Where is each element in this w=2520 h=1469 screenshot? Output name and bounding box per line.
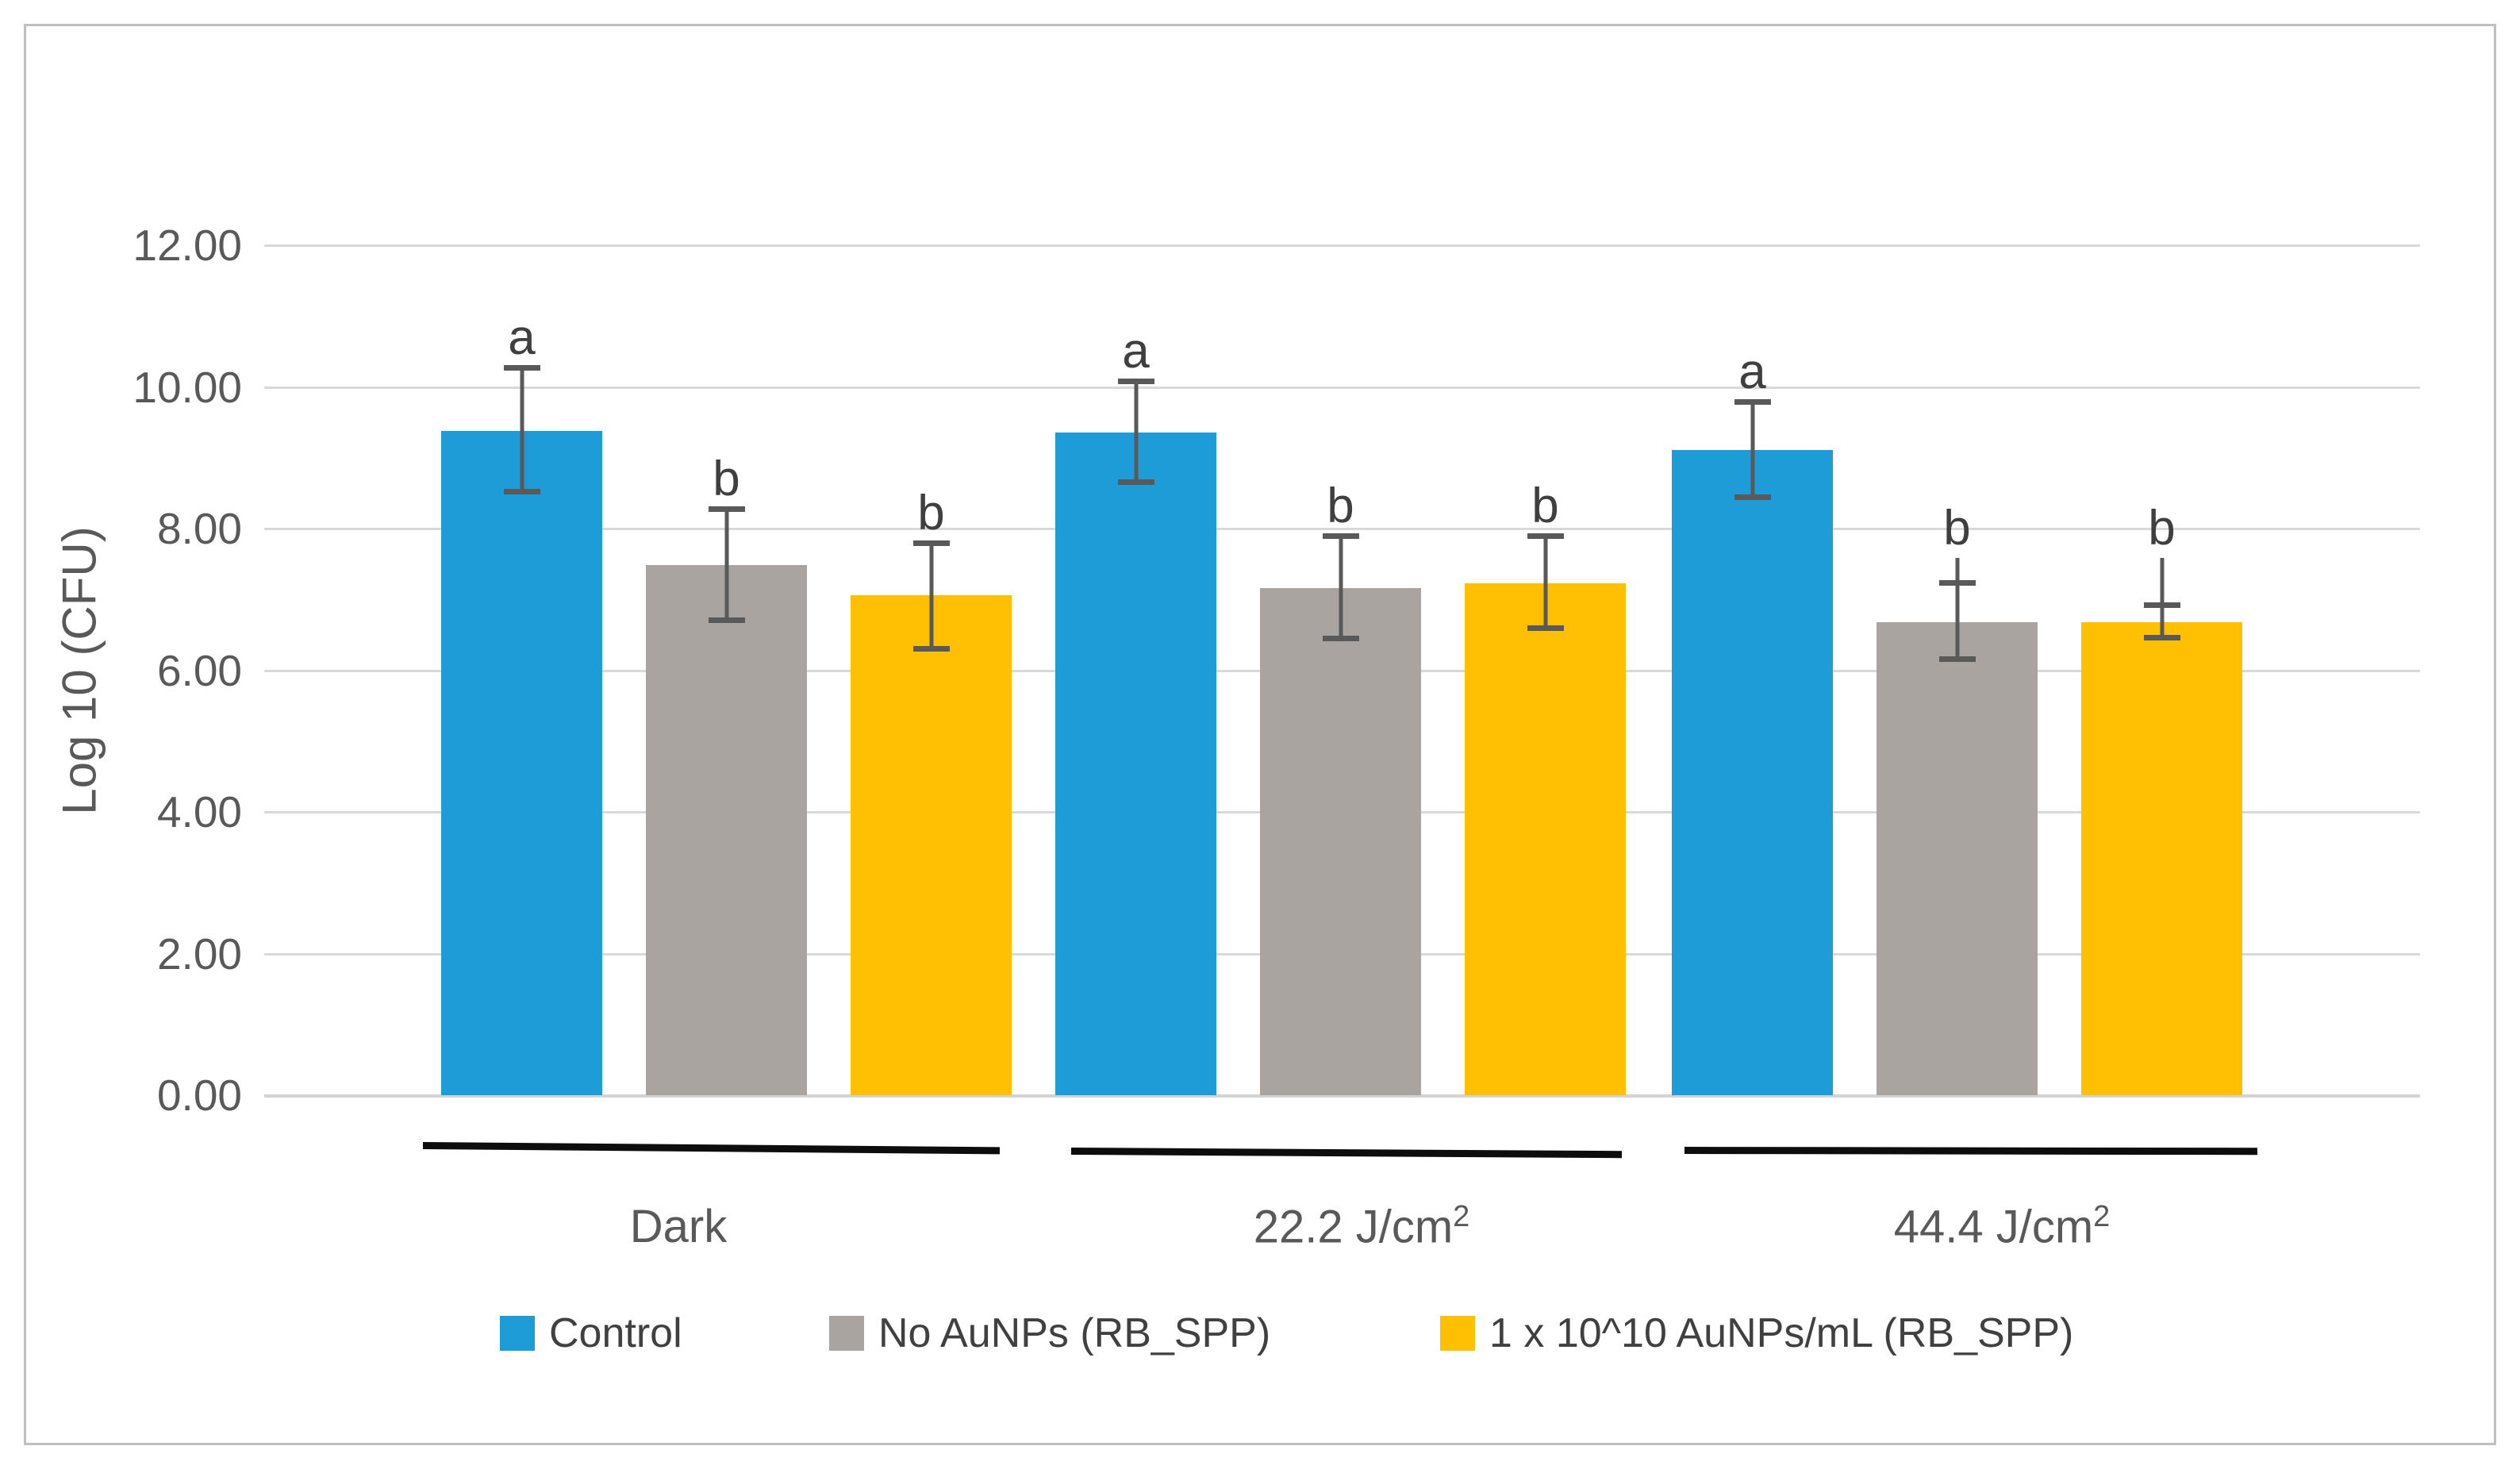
legend-item: Control [500,1309,682,1357]
error-bar-line [2160,557,2164,637]
error-bar-top-cap [912,540,950,546]
error-bar-line [1955,557,1959,660]
error-bar-line [929,542,933,648]
x-category-label: Dark [629,1201,728,1252]
error-bar-bottom-cap [1938,656,1976,663]
x-category-label: 22.2 J/cm2 [1253,1200,1470,1253]
bar-1-x-10-10-aunps-ml-rb-spp-group1 [851,594,1012,1095]
error-bar-bottom-cap [1527,625,1564,631]
legend-item: 1 x 10^10 AuNPs/mL (RB_SPP) [1440,1309,2073,1357]
bar-control-group3 [1672,449,1833,1095]
bar-control-group2 [1055,432,1216,1095]
error-bar-line [1543,535,1547,628]
y-tick-label: 6.00 [156,645,242,695]
bar-no-aunps-rb-spp-group3 [1877,621,2038,1095]
error-bar-top-cap [708,506,745,512]
error-bar-top-cap [503,365,540,371]
error-bar-bottom-cap [708,617,745,624]
significance-letter: b [1943,500,1971,556]
y-tick-label: 10.00 [133,362,242,412]
legend-swatch-icon [829,1316,864,1351]
legend-label: Control [549,1310,682,1356]
y-tick-label: 12.00 [133,221,242,270]
gridline [264,244,2420,247]
error-bar-top-cap [1734,399,1771,406]
error-bar-line [1750,402,1754,497]
y-tick-label: 8.00 [156,504,242,553]
significance-letter: a [1738,344,1766,400]
gridline [264,528,2420,530]
y-tick-label: 0.00 [156,1071,242,1120]
bar-control-group1 [441,430,602,1095]
legend-label: 1 x 10^10 AuNPs/mL (RB_SPP) [1489,1310,2074,1356]
superscript: 2 [1453,1200,1470,1233]
legend-swatch-icon [500,1316,535,1351]
legend-swatch-icon [1440,1316,1475,1351]
y-tick-label: 4.00 [156,787,242,836]
error-bar-line [520,367,524,491]
error-bar-bottom-cap [912,645,950,652]
gridline [264,386,2420,389]
error-bar-line [1134,381,1138,483]
significance-letter: a [1122,324,1150,379]
error-bar-top-cap [1938,579,1976,586]
error-bar-top-cap [1322,533,1359,539]
error-bar-bottom-cap [503,488,540,494]
y-tick-label: 2.00 [156,929,242,979]
significance-letter: a [508,310,536,366]
legend-label: No AuNPs (RB_SPP) [878,1310,1271,1356]
significance-letter: b [713,452,740,506]
bar-1-x-10-10-aunps-ml-rb-spp-group3 [2081,621,2242,1095]
significance-letter: b [917,485,945,540]
legend-item: No AuNPs (RB_SPP) [829,1309,1270,1357]
error-bar-bottom-cap [1322,636,1359,642]
error-bar-bottom-cap [1117,479,1154,486]
error-bar-top-cap [1117,379,1154,385]
error-bar-bottom-cap [1734,494,1771,500]
error-bar-top-cap [1527,533,1564,539]
significance-letter: b [1531,478,1559,533]
group-underline [1684,1147,2258,1156]
bar-no-aunps-rb-spp-group1 [646,564,807,1095]
error-bar-bottom-cap [2143,634,2180,640]
x-category-label: 44.4 J/cm2 [1893,1200,2111,1253]
significance-letter: b [2148,500,2176,556]
error-bar-top-cap [2143,602,2180,609]
bar-no-aunps-rb-spp-group2 [1260,587,1421,1095]
x-axis-line [264,1094,2420,1098]
error-bar-line [1339,535,1343,639]
error-bar-line [724,509,728,621]
bar-1-x-10-10-aunps-ml-rb-spp-group2 [1465,583,1626,1095]
superscript: 2 [2093,1200,2111,1233]
significance-letter: b [1327,478,1354,533]
